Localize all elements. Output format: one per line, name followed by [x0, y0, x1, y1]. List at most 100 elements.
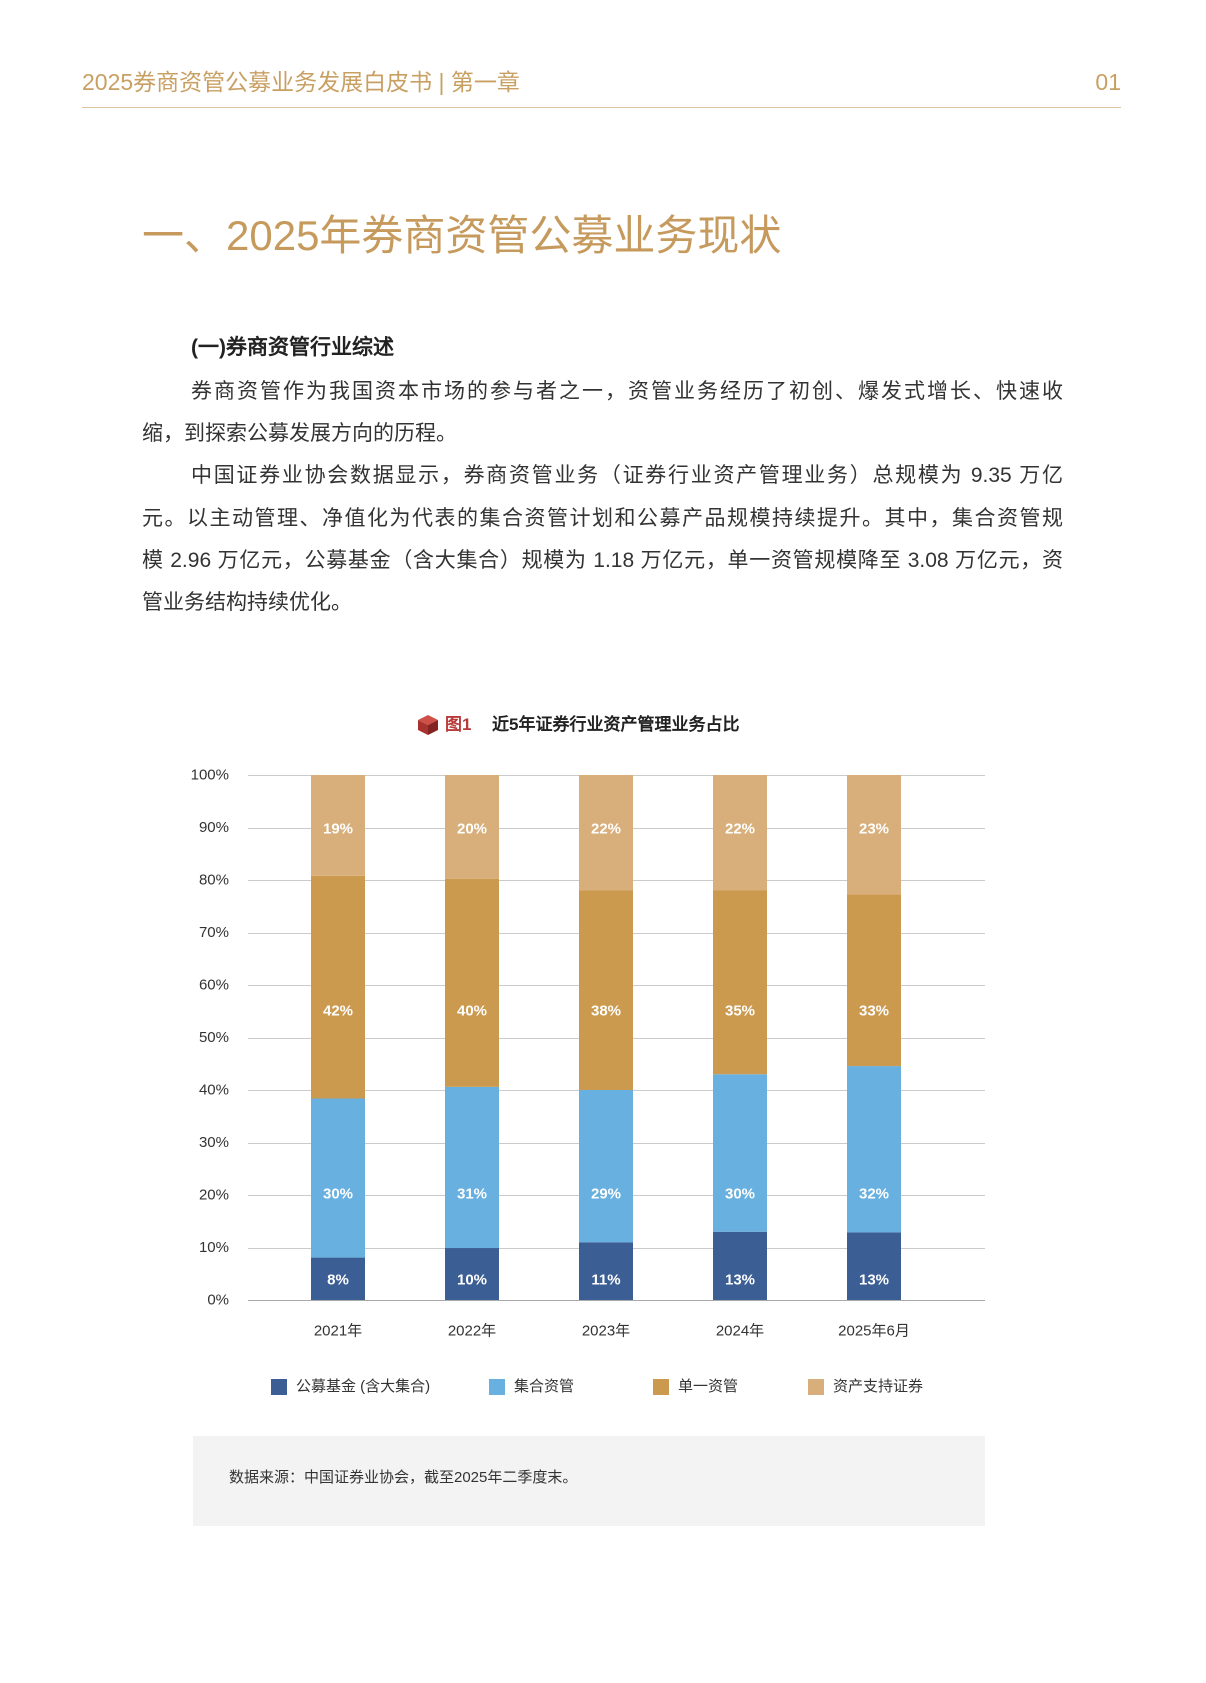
- x-tick-label: 2025年6月: [838, 1323, 910, 1340]
- y-tick-label: 80%: [199, 872, 229, 889]
- y-tick-label: 30%: [199, 1134, 229, 1151]
- bar-segment-collective-am: [579, 1090, 633, 1243]
- legend-swatch: [271, 1379, 287, 1395]
- x-tick-label: 2023年: [582, 1323, 630, 1340]
- data-label: 22%: [725, 821, 755, 838]
- y-tick-label: 10%: [199, 1239, 229, 1256]
- data-label: 35%: [725, 1003, 755, 1020]
- stacked-bar: [311, 775, 365, 1300]
- data-label: 8%: [327, 1272, 349, 1289]
- legend-swatch: [489, 1379, 505, 1395]
- data-label: 22%: [591, 821, 621, 838]
- legend-swatch: [808, 1379, 824, 1395]
- bar-segment-single-am: [713, 890, 767, 1075]
- bars: [311, 775, 901, 1300]
- bar-segment-abs: [579, 775, 633, 891]
- stacked-bar: [713, 775, 767, 1300]
- stacked-bar: [445, 775, 499, 1300]
- legend-label: 集合资管: [514, 1378, 575, 1395]
- data-label: 20%: [457, 821, 487, 838]
- section-title: 一、2025年券商资管公募业务现状: [142, 212, 782, 259]
- data-label: 33%: [859, 1003, 889, 1020]
- data-label: 32%: [859, 1186, 889, 1203]
- bar-segment-public-fund: [579, 1242, 633, 1300]
- bar-segment-abs: [847, 775, 901, 895]
- page-number: 01: [1095, 69, 1121, 95]
- cube-left-face: [418, 720, 428, 735]
- data-label: 13%: [859, 1272, 889, 1289]
- cube-right-face: [428, 720, 438, 735]
- y-tick-label: 20%: [199, 1187, 229, 1204]
- y-tick-label: 60%: [199, 977, 229, 994]
- bar-segment-single-am: [579, 890, 633, 1090]
- subsection-heading: (一)券商资管行业综述: [191, 336, 394, 359]
- bar-segment-abs: [311, 775, 365, 876]
- legend-item: 集合资管: [489, 1377, 574, 1397]
- y-tick-label: 90%: [199, 819, 229, 836]
- data-label: 11%: [591, 1272, 620, 1289]
- bar-segment-collective-am: [713, 1074, 767, 1232]
- data-labels: 8% 30% 42% 19% 10% 31% 40% 20% 11% 29% 38% 22% 13% 30…: [323, 821, 889, 1289]
- text-line: 模 2.96 万亿元，公募基金（含大集合）规模为 1.18 万亿元，单一资管规模…: [142, 548, 1063, 572]
- stacked-bar: [847, 775, 901, 1300]
- source-note: 数据来源：中国证券业协会，截至2025年二季度末。: [229, 1469, 578, 1486]
- data-label: 29%: [591, 1186, 621, 1203]
- bar-segment-abs: [713, 775, 767, 891]
- data-label: 10%: [457, 1272, 487, 1289]
- legend-item: 单一资管: [653, 1377, 738, 1397]
- x-axis-tick-labels: 2021年 2022年 2023年 2024年 2025年6月: [314, 1323, 910, 1340]
- paragraph: 中国证券业协会数据显示，券商资管业务（证券行业资产管理业务）总规模为 9.35 …: [142, 455, 1063, 624]
- y-tick-label: 50%: [199, 1029, 229, 1046]
- running-header-title: 2025券商资管公募业务发展白皮书 | 第一章: [82, 69, 520, 95]
- x-tick-label: 2021年: [314, 1323, 362, 1340]
- legend-swatch: [653, 1379, 669, 1395]
- legend-label: 单一资管: [678, 1378, 739, 1395]
- data-label: 23%: [859, 821, 889, 838]
- data-label: 40%: [457, 1003, 487, 1020]
- data-label: 19%: [323, 821, 353, 838]
- source-note-box: 数据来源：中国证券业协会，截至2025年二季度末。: [193, 1436, 985, 1526]
- bar-segment-collective-am: [445, 1086, 499, 1249]
- paragraph: 券商资管作为我国资本市场的参与者之一，资管业务经历了初创、爆发式增长、快速收 缩…: [142, 371, 1063, 455]
- y-tick-label: 100%: [191, 767, 229, 784]
- bar-segment-abs: [445, 775, 499, 879]
- data-label: 42%: [323, 1003, 353, 1020]
- text-line: 券商资管作为我国资本市场的参与者之一，资管业务经历了初创、爆发式增长、快速收: [191, 380, 1063, 403]
- text-line: 管业务结构持续优化。: [142, 590, 352, 614]
- y-tick-label: 0%: [207, 1292, 229, 1309]
- y-tick-label: 70%: [199, 924, 229, 941]
- bar-segment-single-am: [311, 875, 365, 1099]
- cube-icon-graphic: [418, 715, 438, 735]
- text-line: 中国证券业协会数据显示，券商资管业务（证券行业资产管理业务）总规模为 9.35 …: [191, 464, 1063, 488]
- legend-label: 公募基金 (含大集合): [296, 1378, 431, 1395]
- bar-segment-public-fund: [847, 1232, 901, 1300]
- x-tick-label: 2022年: [448, 1323, 496, 1340]
- stacked-bar: [579, 775, 633, 1300]
- legend-item: 资产支持证券: [808, 1377, 923, 1397]
- x-tick-label: 2024年: [716, 1323, 764, 1340]
- header-divider: [82, 107, 1121, 108]
- stacked-bar-chart: 0% 10% 20% 30% 40% 50% 60% 70% 80% 90% 100% 8% 30% 42…: [191, 767, 985, 1340]
- legend-item: 公募基金 (含大集合): [271, 1377, 430, 1397]
- figure-title: 近5年证券行业资产管理业务占比: [492, 715, 740, 734]
- data-label: 30%: [323, 1186, 353, 1203]
- y-axis-tick-labels: 0% 10% 20% 30% 40% 50% 60% 70% 80% 90% 100%: [191, 767, 229, 1309]
- bar-segment-collective-am: [311, 1098, 365, 1258]
- text-line: 缩，到探索公募发展方向的历程。: [142, 422, 457, 446]
- legend-label: 资产支持证券: [833, 1378, 924, 1395]
- y-tick-label: 40%: [199, 1082, 229, 1099]
- bar-segment-public-fund: [311, 1257, 365, 1300]
- body-text: 券商资管作为我国资本市场的参与者之一，资管业务经历了初创、爆发式增长、快速收 缩…: [142, 371, 1063, 624]
- bar-segment-single-am: [847, 894, 901, 1067]
- data-label: 13%: [725, 1272, 755, 1289]
- text-line: 元。以主动管理、净值化为代表的集合资管计划和公募产品规模持续提升。其中，集合资管…: [142, 506, 1063, 530]
- data-label: 30%: [725, 1186, 755, 1203]
- cube-icon: [417, 714, 439, 736]
- data-label: 38%: [591, 1003, 621, 1020]
- bar-segment-public-fund: [445, 1248, 499, 1300]
- bar-segment-single-am: [445, 878, 499, 1087]
- data-label: 31%: [457, 1186, 487, 1203]
- bar-segment-public-fund: [713, 1231, 767, 1300]
- figure-number: 图1: [445, 715, 472, 734]
- bar-segment-collective-am: [847, 1066, 901, 1233]
